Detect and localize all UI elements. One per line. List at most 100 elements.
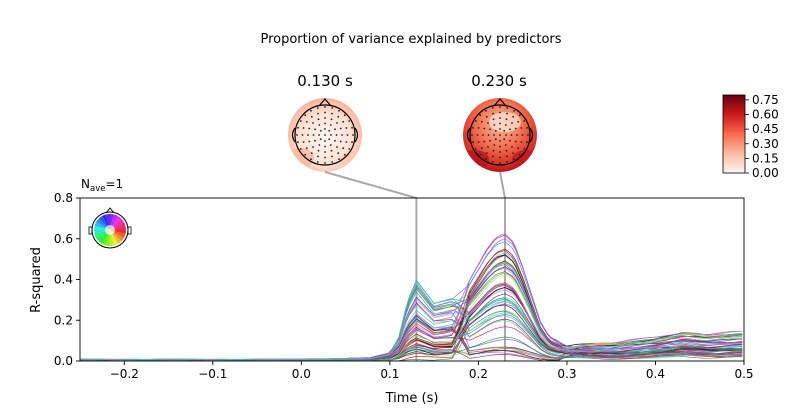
sensor-dot	[487, 122, 489, 124]
sensor-dot	[310, 109, 312, 112]
sensor-dot	[334, 128, 336, 131]
sensor-dot	[491, 161, 494, 163]
nave-label: Nave=1	[81, 177, 123, 194]
sensor-dot	[487, 134, 490, 136]
topomap-head-icon	[463, 98, 537, 172]
sensor-dot	[324, 151, 326, 153]
sensor-dot	[324, 111, 326, 114]
sensor-dot	[317, 149, 320, 152]
x-tick-label: 0.2	[469, 367, 488, 381]
sensor-dot	[348, 120, 351, 122]
sensor-dot	[493, 134, 495, 136]
sensor-dot	[324, 140, 326, 142]
sensor-dot	[523, 120, 526, 122]
sensor-dot	[316, 161, 319, 163]
sensor-dot	[491, 107, 494, 109]
sensor-dot	[489, 139, 491, 142]
sensor-dot	[506, 155, 508, 158]
sensor-dot	[480, 147, 483, 150]
sensor-dot	[485, 115, 488, 118]
sensor-dot	[513, 158, 515, 161]
sensor-dot	[301, 134, 304, 136]
x-axis-label: Time (s)	[385, 391, 439, 406]
sensor-dot	[492, 155, 494, 158]
sensor-dot	[336, 146, 338, 148]
y-tick-label: 0.8	[54, 191, 73, 205]
sensor-dot	[317, 118, 320, 121]
sensor-dot	[331, 161, 334, 163]
sensor-dot	[494, 129, 497, 132]
sensor-dot	[503, 129, 506, 132]
sensor-dot	[506, 112, 508, 115]
sensor-dot	[511, 122, 513, 124]
sensor-dot	[305, 120, 308, 123]
sensor-dot	[312, 134, 315, 136]
sensor-dot	[318, 134, 320, 136]
sensor-dot	[324, 117, 326, 119]
sensor-dot	[338, 109, 340, 112]
sensor-dot	[316, 107, 319, 109]
sensor-dot	[505, 118, 508, 121]
sensor-dot	[527, 134, 529, 136]
sensor-dot	[312, 146, 314, 148]
sensor-dot	[334, 139, 336, 142]
sensor-dot	[492, 112, 494, 115]
sensor-dot	[514, 127, 517, 130]
sensor-dot	[477, 141, 480, 143]
colorbar-tick-label: 0.75	[752, 93, 779, 107]
sensor-dot	[477, 127, 480, 129]
sensor-dot	[505, 149, 508, 152]
x-tick-label: 0.5	[734, 367, 753, 381]
x-tick-label: −0.1	[198, 367, 227, 381]
sensor-dot	[304, 153, 307, 156]
sensor-dot	[339, 127, 342, 130]
sensor-dot	[479, 153, 482, 156]
sensor-dot	[499, 156, 501, 159]
sensor-dot	[499, 111, 501, 114]
sensor-dot	[512, 152, 515, 155]
sensor-dot	[343, 114, 346, 117]
sensor-dot	[308, 127, 311, 130]
sensor-dot	[329, 124, 332, 126]
sensor-dot	[345, 141, 348, 143]
channel-traces	[80, 233, 743, 361]
sensor-dot	[517, 147, 520, 150]
sensor-dot	[483, 140, 486, 143]
sensor-dot	[310, 115, 313, 118]
sensor-dot	[318, 124, 321, 126]
sensor-dot	[520, 141, 523, 143]
sensor-dot	[343, 153, 346, 156]
sensor-dot	[310, 158, 312, 161]
sensor-dot	[328, 138, 331, 141]
sensor-dot	[324, 106, 326, 108]
x-tick-label: 0.3	[557, 367, 576, 381]
x-tick-label: 0.1	[380, 367, 399, 381]
sensor-dot	[331, 107, 334, 109]
x-tick-label: −0.2	[110, 367, 139, 381]
sensor-dot	[499, 128, 501, 130]
sensor-dot	[342, 120, 345, 123]
sensor-dot	[517, 120, 520, 123]
sensor-dot	[341, 134, 343, 136]
sensor-dot	[330, 149, 333, 152]
topomap-head-icon	[288, 98, 362, 172]
sensor-dot	[499, 145, 501, 148]
sensor-dot	[335, 134, 338, 136]
sensor-dot	[312, 122, 314, 124]
legend-center	[105, 225, 115, 235]
sensor-dot	[319, 129, 322, 132]
x-axis: −0.2 −0.1 0.0 0.1 0.2 0.3 0.4 0.5	[110, 361, 754, 381]
sensor-dot	[339, 140, 342, 143]
sensor-dot	[499, 162, 501, 164]
sensor-dot	[493, 124, 496, 126]
sensor-dot	[511, 146, 513, 148]
sensor-dot	[348, 148, 351, 150]
sensor-dot	[504, 124, 507, 126]
sensor-dot	[331, 155, 333, 158]
sensor-dot	[520, 127, 523, 129]
peak-connectors	[324, 171, 506, 361]
sensor-dot	[331, 112, 333, 115]
sensor-dot	[308, 140, 311, 143]
x-tick-label: 0.0	[292, 367, 311, 381]
